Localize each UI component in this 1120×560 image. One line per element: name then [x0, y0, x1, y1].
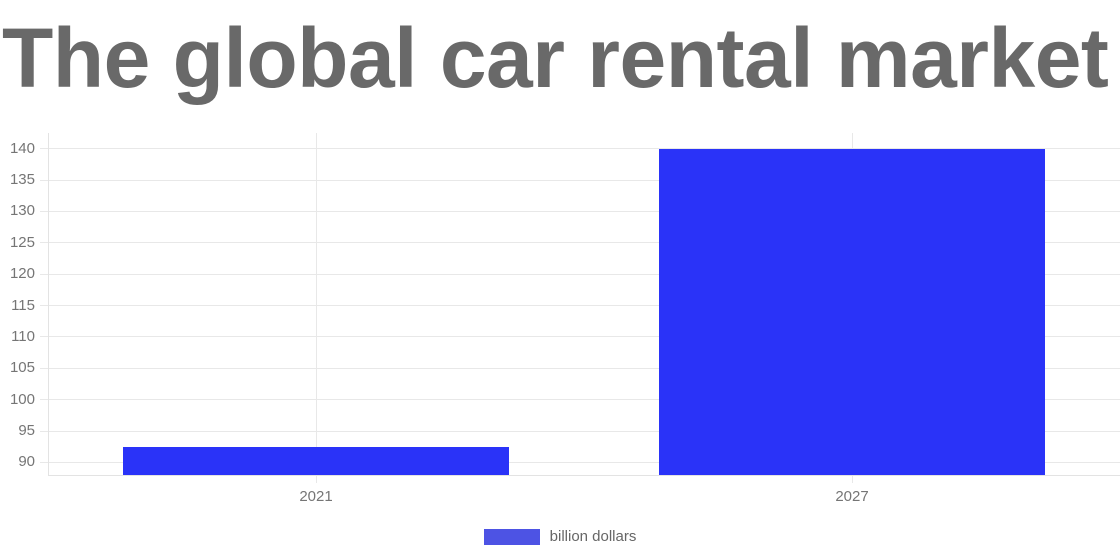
y-axis-tick-label: 115	[11, 296, 35, 314]
y-axis-tick-label: 130	[9, 202, 35, 220]
y-axis-tick-label: 95	[18, 422, 35, 440]
y-gridline	[40, 367, 1120, 369]
y-gridline	[40, 210, 1120, 212]
x-axis-line	[48, 475, 1120, 476]
x-axis-tick-label: 2021	[299, 488, 333, 505]
x-gridline	[315, 133, 317, 483]
y-axis-tick-label: 125	[9, 233, 35, 251]
y-gridline	[40, 305, 1120, 307]
y-axis-line	[48, 133, 49, 475]
y-gridline	[40, 461, 1120, 463]
y-gridline	[40, 242, 1120, 244]
y-gridline	[40, 273, 1120, 275]
x-axis-tick-label: 2027	[835, 488, 869, 505]
y-axis-tick-label: 120	[9, 265, 35, 283]
y-gridline	[40, 399, 1120, 401]
legend[interactable]: billion dollars	[0, 526, 1120, 548]
y-axis-tick-label: 135	[9, 171, 35, 189]
y-axis-tick-label: 100	[9, 390, 35, 408]
bar-2021[interactable]	[123, 446, 509, 475]
y-gridline	[40, 430, 1120, 432]
bar-2027[interactable]	[659, 148, 1045, 475]
legend-swatch[interactable]	[483, 529, 540, 545]
y-gridline	[40, 336, 1120, 338]
plot-area: 90 95 100 105 110 115 120 125 130 135 140 2021 2027	[10, 133, 1120, 505]
legend-label[interactable]: billion dollars	[549, 528, 637, 545]
y-axis-tick-label: 105	[9, 359, 35, 377]
y-axis-tick-label: 110	[11, 327, 35, 345]
y-axis-tick-label: 90	[18, 453, 35, 471]
y-gridline	[40, 148, 1120, 150]
chart-title: The global car rental market	[2, 13, 1109, 105]
y-gridline	[40, 179, 1120, 181]
y-axis-tick-label: 140	[9, 139, 35, 157]
